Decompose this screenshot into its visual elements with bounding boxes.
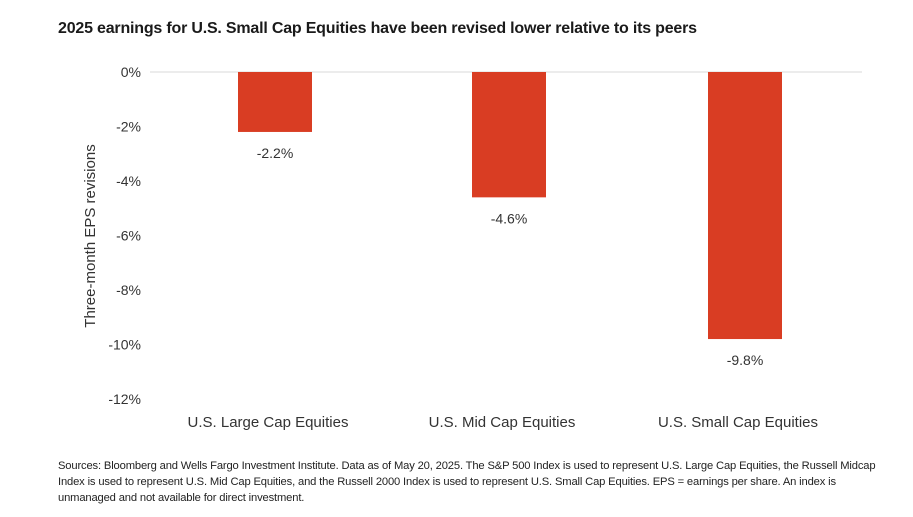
category-labels-group: U.S. Large Cap Equities U.S. Mid Cap Equi…	[188, 414, 819, 431]
bars-group	[238, 72, 782, 340]
y-tick-label: 0%	[121, 64, 141, 80]
y-tick-label: -2%	[116, 119, 141, 135]
bar	[238, 72, 312, 132]
category-label: U.S. Mid Cap Equities	[429, 414, 576, 431]
y-tick-label: -12%	[108, 391, 141, 407]
bar-chart: 0% -2% -4% -6% -8% -10% -12% -2.2% -4.6% -9.8% U…	[82, 64, 862, 431]
y-tick-label: -4%	[116, 173, 141, 189]
data-labels-group: -2.2% -4.6% -9.8%	[257, 145, 764, 368]
category-label: U.S. Large Cap Equities	[188, 414, 349, 431]
y-axis-ticks: 0% -2% -4% -6% -8% -10% -12%	[108, 64, 141, 407]
data-label: -9.8%	[727, 352, 764, 368]
bar	[708, 72, 782, 340]
category-label: U.S. Small Cap Equities	[658, 414, 818, 431]
y-tick-label: -6%	[116, 228, 141, 244]
y-tick-label: -10%	[108, 337, 141, 353]
bar	[472, 72, 546, 198]
chart-title: 2025 earnings for U.S. Small Cap Equitie…	[58, 20, 697, 37]
data-label: -2.2%	[257, 145, 294, 161]
data-label: -4.6%	[491, 210, 528, 226]
y-tick-label: -8%	[116, 282, 141, 298]
y-axis-title: Three-month EPS revisions	[82, 144, 99, 327]
source-footnote: Sources: Bloomberg and Wells Fargo Inves…	[58, 460, 876, 504]
